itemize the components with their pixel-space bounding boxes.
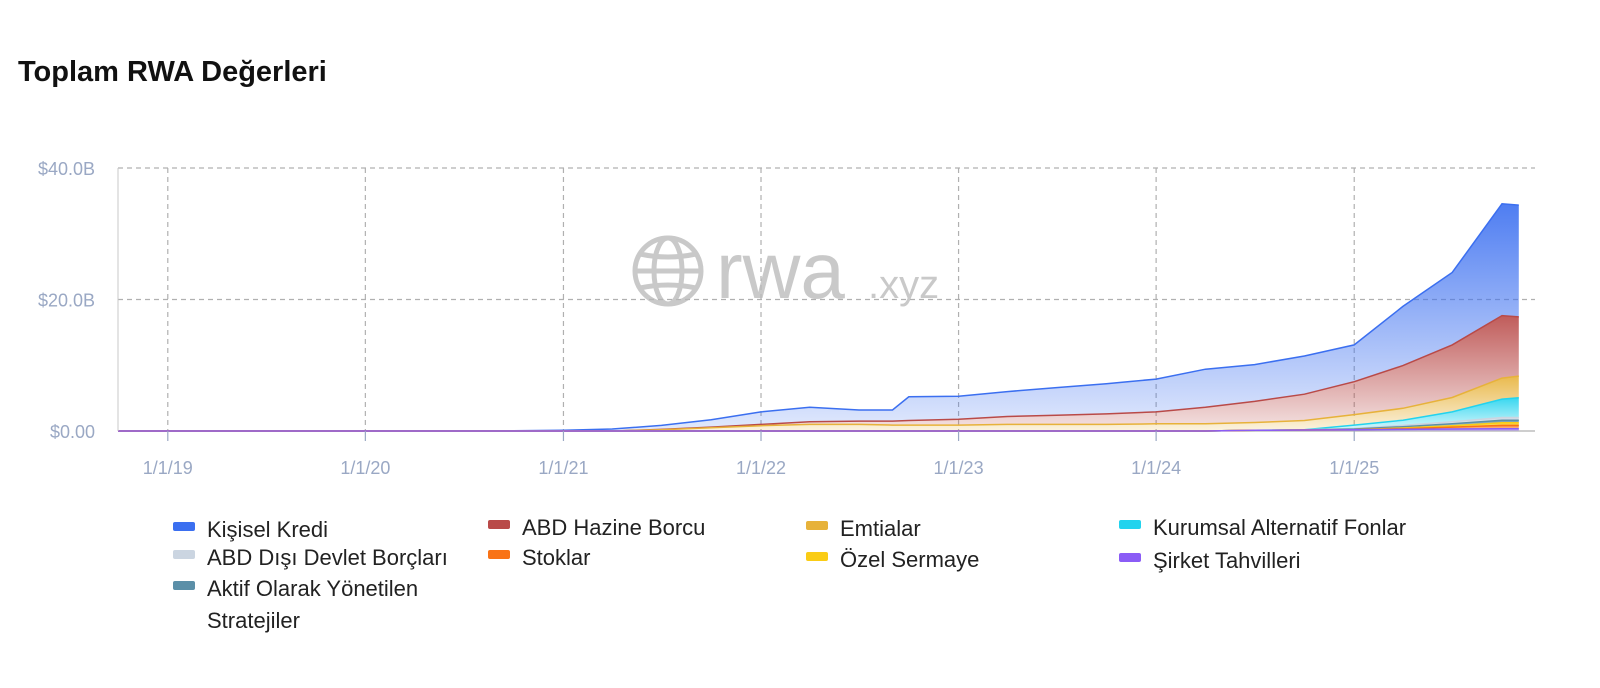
y-tick-label: $40.0B [38,159,95,179]
area-Şirket Tahvilleri[interactable] [118,428,1519,431]
legend-label: ABD Hazine Borcu [522,515,706,540]
y-tick-label: $20.0B [38,291,95,311]
x-tick-label: 1/1/22 [736,458,786,478]
y-tick-label: $0.00 [50,422,95,442]
x-tick-label: 1/1/25 [1329,458,1379,478]
legend-item[interactable]: Emtialar [806,513,921,545]
legend-swatch [173,522,195,531]
legend-item[interactable]: ABD Hazine Borcu [488,512,705,544]
watermark-brand: rwa [716,226,845,315]
page-title: Toplam RWA Değerleri [18,56,327,88]
axes: $0.00 $20.0B $40.0B 1/1/19 1/1/20 1/1/21 1/1/2… [38,159,1379,478]
legend-item[interactable]: Stoklar [488,542,590,574]
legend-label: Aktif Olarak Yönetilen Stratejiler [207,576,419,633]
legend-swatch [173,581,195,590]
legend-label: Stoklar [522,545,591,570]
x-tick-label: 1/1/23 [934,458,984,478]
rwa-watermark: rwa .xyz [632,226,939,315]
legend-label: Kişisel Kredi [207,517,329,542]
x-tick-label: 1/1/21 [538,458,588,478]
legend-label: Özel Sermaye [840,547,980,572]
legend-item[interactable]: ABD Dışı Devlet Borçları [173,542,448,574]
legend-swatch [1119,520,1141,529]
stacked-area-chart: rwa .xyz $0.00 $20.0B $40.0B 1/1/19 1/1/20 1/… [38,159,1535,478]
legend-label: Şirket Tahvilleri [1153,548,1301,573]
legend-item[interactable]: Özel Sermaye [806,544,979,576]
legend-item[interactable]: Kişisel Kredi [173,514,328,546]
x-tick-label: 1/1/19 [143,458,193,478]
x-tick-label: 1/1/24 [1131,458,1181,478]
legend-swatch [488,550,510,559]
legend-item[interactable]: Şirket Tahvilleri [1119,545,1301,577]
watermark-suffix: .xyz [868,263,939,307]
legend-swatch [488,520,510,529]
legend-label: Emtialar [840,516,921,541]
legend-label: Kurumsal Alternatif Fonlar [1153,515,1407,540]
x-tick-label: 1/1/20 [340,458,390,478]
legend-swatch [1119,553,1141,562]
legend-label: ABD Dışı Devlet Borçları [207,545,448,570]
legend-item[interactable]: Kurumsal Alternatif Fonlar [1119,512,1406,544]
legend-swatch [806,521,828,530]
legend-swatch [173,550,195,559]
globe-icon [632,235,704,307]
legend-item[interactable]: Aktif Olarak Yönetilen Stratejiler [173,573,453,637]
legend-swatch [806,552,828,561]
